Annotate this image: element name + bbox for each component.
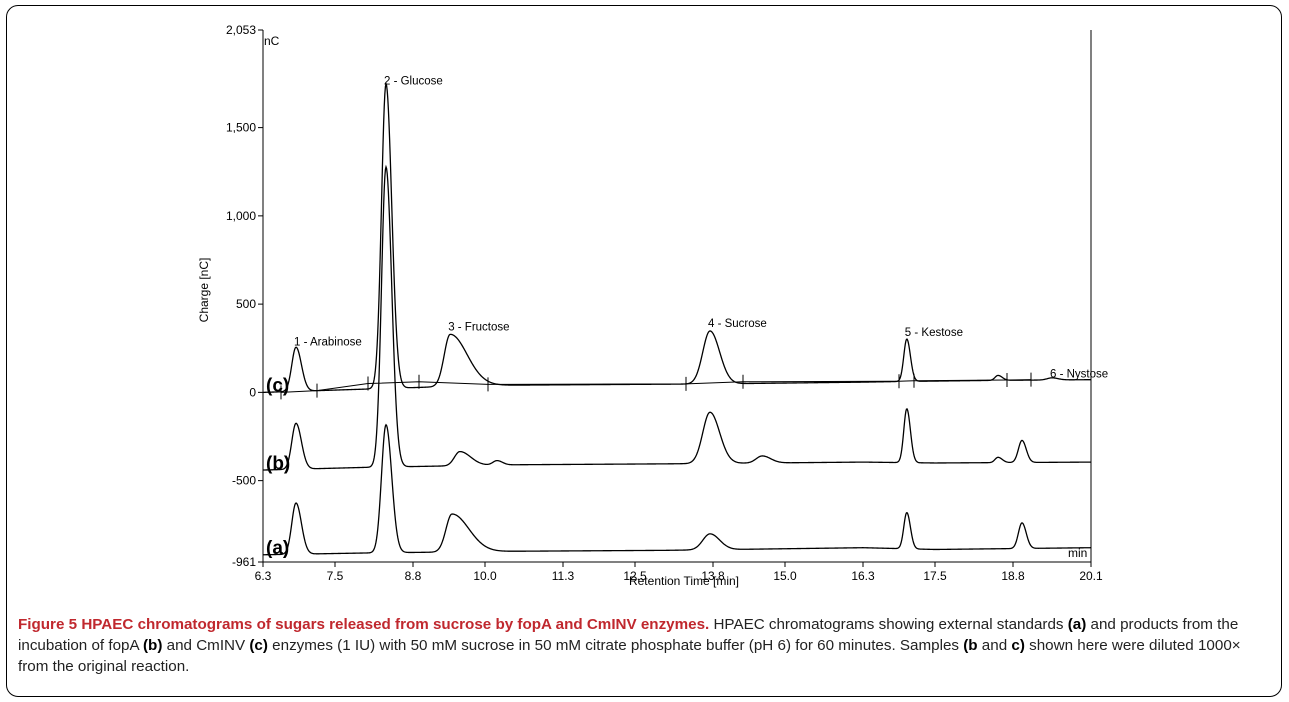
x-tick-label: 17.5 bbox=[923, 569, 947, 583]
x-tick-label: 20.1 bbox=[1079, 569, 1103, 583]
x-axis-ticks: 6.3 7.5 8.8 10.0 11.3 12.5 13.8 15.0 16.3 17.5 18.… bbox=[255, 562, 1103, 583]
x-tick-label: 13.8 bbox=[701, 569, 725, 583]
x-tick-label: 6.3 bbox=[255, 569, 272, 583]
series-labels: (c) (b) (a) bbox=[266, 376, 290, 560]
figure-title: HPAEC chromatograms of sugars released f… bbox=[81, 616, 710, 633]
trace-c bbox=[262, 81, 1091, 394]
peak-label: 4 - Sucrose bbox=[708, 318, 767, 330]
y-tick-label: 1,500 bbox=[226, 121, 256, 135]
x-tick-label: 18.8 bbox=[1001, 569, 1025, 583]
caption-ref-b-open: (b bbox=[963, 637, 978, 654]
x-tick-label: 12.5 bbox=[623, 569, 647, 583]
trace-a bbox=[262, 423, 1092, 556]
y-tick-label: 1,000 bbox=[226, 209, 256, 223]
chart-axes bbox=[262, 30, 1092, 563]
caption-text-2: and products from the incubation of fopA bbox=[18, 616, 1239, 654]
integration-markers bbox=[280, 372, 1032, 400]
caption-text-6: shown here were diluted 1000× from the o… bbox=[18, 637, 1241, 675]
peak-label: 5 - Kestose bbox=[905, 327, 963, 339]
chromatogram-traces bbox=[262, 81, 1092, 556]
x-tick-label: 7.5 bbox=[327, 569, 344, 583]
series-label: (c) bbox=[266, 376, 289, 397]
series-label: (b) bbox=[266, 453, 290, 474]
figure-frame bbox=[6, 5, 1282, 697]
x-unit-label: min bbox=[1068, 546, 1087, 560]
series-label: (a) bbox=[266, 538, 289, 559]
y-tick-label: -500 bbox=[232, 474, 256, 488]
x-tick-label: 16.3 bbox=[851, 569, 875, 583]
peak-labels: 1 - Arabinose 2 - Glucose 3 - Fructose 4 - … bbox=[294, 75, 1108, 380]
caption-ref-a: (a) bbox=[1067, 616, 1087, 633]
x-tick-label: 10.0 bbox=[473, 569, 497, 583]
y-tick-label: 2,053 bbox=[226, 23, 256, 37]
x-axis-title: Retention Time [min] bbox=[629, 574, 739, 588]
figure-caption: Figure 5 HPAEC chromatograms of sugars r… bbox=[18, 614, 1273, 677]
x-tick-label: 8.8 bbox=[405, 569, 422, 583]
x-tick-label: 15.0 bbox=[773, 569, 797, 583]
caption-text-3: and CmINV bbox=[166, 637, 246, 654]
y-tick-label: 0 bbox=[249, 385, 256, 399]
y-tick-label: -961 bbox=[232, 555, 256, 569]
peak-label: 1 - Arabinose bbox=[294, 337, 362, 349]
peak-label: 6 - Nystose bbox=[1050, 368, 1108, 380]
peak-label: 2 - Glucose bbox=[384, 75, 443, 87]
caption-text-5: and bbox=[981, 637, 1008, 654]
y-tick-label: 500 bbox=[236, 297, 256, 311]
y-unit-label: nC bbox=[264, 34, 280, 48]
figure-label: Figure 5 bbox=[18, 616, 78, 633]
caption-text-4: enzymes (1 IU) with 50 mM sucrose in 50 … bbox=[272, 637, 959, 654]
peak-label: 3 - Fructose bbox=[448, 322, 509, 334]
caption-ref-c-close: c) bbox=[1011, 637, 1025, 654]
caption-text-1: HPAEC chromatograms showing external sta… bbox=[713, 616, 1064, 633]
caption-ref-b: (b) bbox=[143, 637, 163, 654]
y-axis-title: Charge [nC] bbox=[197, 258, 211, 323]
y-axis-ticks: -961 -500 0 500 1,000 1,500 2,053 bbox=[226, 23, 263, 569]
trace-b bbox=[262, 164, 1091, 471]
caption-ref-c: (c) bbox=[249, 637, 268, 654]
x-tick-label: 11.3 bbox=[552, 569, 575, 583]
chromatogram-chart: 6.3 7.5 8.8 10.0 11.3 12.5 13.8 15.0 16.3 17.5 18.… bbox=[197, 23, 1108, 588]
